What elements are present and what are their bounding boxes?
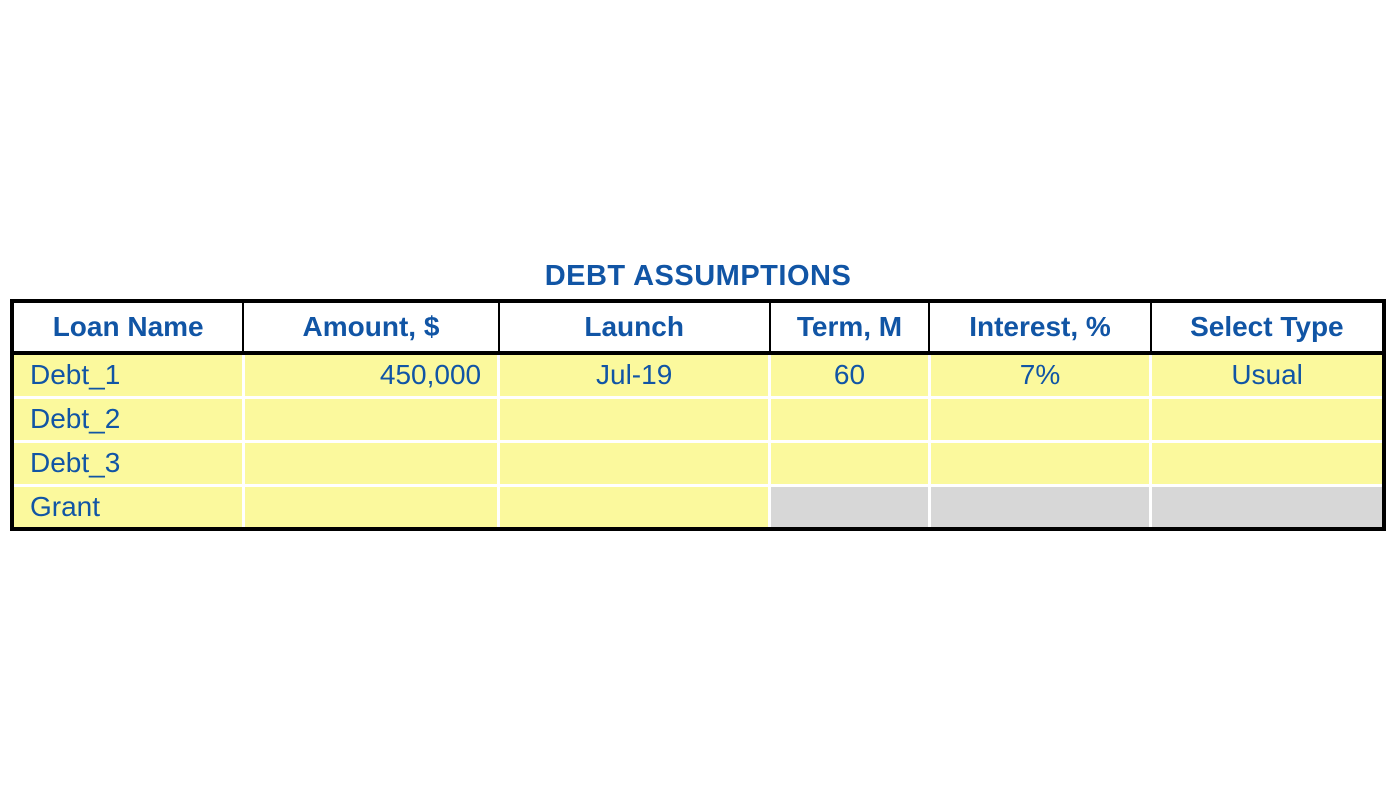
cell-loan-name[interactable]: Debt_2 [12,397,243,441]
col-header-term: Term, M [770,301,930,353]
cell-amount[interactable] [243,441,498,485]
table-title: DEBT ASSUMPTIONS [10,260,1386,293]
cell-launch[interactable] [499,485,770,529]
cell-interest [929,485,1150,529]
cell-term[interactable] [770,397,930,441]
cell-select-type[interactable]: Usual [1151,353,1384,397]
cell-term [770,485,930,529]
table-row: Debt_3 [12,441,1384,485]
table-row: Debt_2 [12,397,1384,441]
debt-assumptions-table: Loan Name Amount, $ Launch Term, M Inter… [10,299,1386,531]
cell-amount[interactable] [243,397,498,441]
cell-loan-name[interactable]: Debt_3 [12,441,243,485]
col-header-loan-name: Loan Name [12,301,243,353]
cell-amount[interactable] [243,485,498,529]
cell-loan-name[interactable]: Debt_1 [12,353,243,397]
cell-launch[interactable] [499,441,770,485]
cell-interest[interactable] [929,397,1150,441]
col-header-select-type: Select Type [1151,301,1384,353]
cell-term[interactable]: 60 [770,353,930,397]
table-row: Debt_1 450,000 Jul-19 60 7% Usual [12,353,1384,397]
col-header-amount: Amount, $ [243,301,498,353]
cell-select-type [1151,485,1384,529]
table-body: Debt_1 450,000 Jul-19 60 7% Usual Debt_2… [12,353,1384,529]
cell-select-type[interactable] [1151,441,1384,485]
table-header-row: Loan Name Amount, $ Launch Term, M Inter… [12,301,1384,353]
cell-interest[interactable] [929,441,1150,485]
cell-select-type[interactable] [1151,397,1384,441]
table-row: Grant [12,485,1384,529]
cell-interest[interactable]: 7% [929,353,1150,397]
col-header-interest: Interest, % [929,301,1150,353]
cell-launch[interactable]: Jul-19 [499,353,770,397]
cell-term[interactable] [770,441,930,485]
cell-launch[interactable] [499,397,770,441]
col-header-launch: Launch [499,301,770,353]
cell-loan-name[interactable]: Grant [12,485,243,529]
cell-amount[interactable]: 450,000 [243,353,498,397]
debt-assumptions-container: DEBT ASSUMPTIONS Loan Name Amount, $ Lau… [10,260,1386,531]
